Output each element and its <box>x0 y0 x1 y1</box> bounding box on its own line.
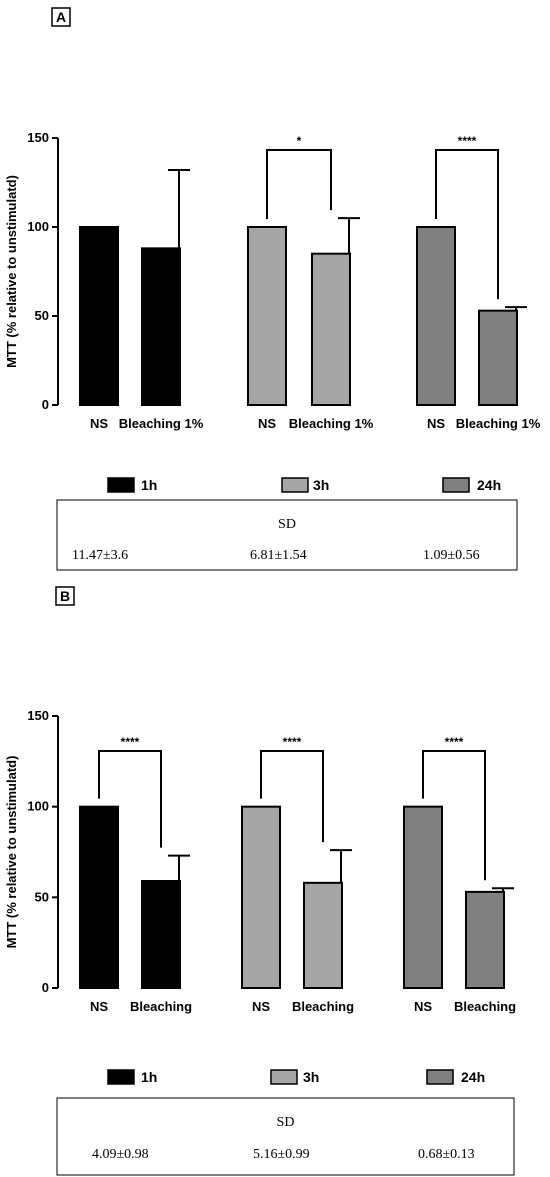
panel-a-x-tick-label: NS <box>90 416 108 431</box>
panel-b-sd-value: 5.16±0.99 <box>253 1147 310 1162</box>
panel-a-significance-bracket <box>266 149 332 219</box>
panel-a-label-box <box>51 7 71 27</box>
panel-a-bar-1h-bleaching <box>141 247 181 406</box>
panel-b-y-tick-label: 100 <box>27 799 49 814</box>
panel-a-label: A <box>56 9 66 25</box>
panel-a-legend-label: 1h <box>141 477 157 493</box>
panel-a-y-axis-label: MTT (% relative to unstimulatd) <box>4 175 19 368</box>
panel-a-x-tick-label: Bleaching 1% <box>119 416 204 431</box>
panel-a-sd-table <box>56 499 518 571</box>
panel-a-sd-value: 6.81±1.54 <box>250 548 307 563</box>
panel-b-significance-bracket <box>422 750 486 881</box>
panel-a-significance-label: * <box>297 134 302 148</box>
panel-b-y-tick-label: 150 <box>27 708 49 723</box>
panel-a-x-tick-label: Bleaching 1% <box>289 416 374 431</box>
panel-b-y-tick-label: 50 <box>35 889 49 904</box>
panel-b-bar-1h-bleaching <box>141 880 181 989</box>
panel-a-bar-24h-ns <box>416 226 456 406</box>
panel-b-x-tick-label: NS <box>414 999 432 1014</box>
panel-b-bar-3h-bleaching <box>303 881 343 989</box>
panel-b-label-box <box>55 586 75 606</box>
panel-a-legend-label: 3h <box>313 477 329 493</box>
panel-a-legend-swatch-24h <box>442 477 470 493</box>
panel-b-x-tick-label: Bleaching <box>454 999 516 1014</box>
panel-b-sd-title: SD <box>277 1115 295 1130</box>
panel-a-x-tick-label: Bleaching 1% <box>456 416 541 431</box>
panel-b-sd-value: 0.68±0.13 <box>418 1147 475 1162</box>
panel-a-bar-3h-ns <box>247 226 287 406</box>
panel-a-y-tick-label: 50 <box>35 308 49 323</box>
panel-a-significance-bracket <box>435 149 499 300</box>
panel-b-legend-swatch-3h <box>270 1069 298 1085</box>
panel-b-legend-swatch-24h <box>426 1069 454 1085</box>
panel-a-legend-label: 24h <box>477 477 501 493</box>
panel-b-legend-swatch-1h <box>107 1069 135 1085</box>
panel-a-bar-1h-ns <box>79 226 119 406</box>
panel-a-legend-swatch-3h <box>281 477 309 493</box>
panel-b-legend-label: 24h <box>461 1069 485 1085</box>
panel-a-x-tick-label: NS <box>258 416 276 431</box>
panel-b-bar-1h-ns <box>79 805 119 990</box>
panel-a-y-tick-label: 150 <box>27 130 49 145</box>
panel-a-sd-value: 11.47±3.6 <box>72 548 128 563</box>
panel-b-y-tick-label: 0 <box>42 980 49 995</box>
panel-b-bar-24h-bleaching <box>465 890 505 989</box>
panel-b-label: B <box>60 588 70 604</box>
panel-a-sd-value: 1.09±0.56 <box>423 548 480 563</box>
panel-b-bar-3h-ns <box>241 805 281 990</box>
panel-a-y-tick-label: 0 <box>42 397 49 412</box>
panel-b-significance-label: **** <box>283 735 302 749</box>
panel-b-legend-label: 1h <box>141 1069 157 1085</box>
panel-b-significance-label: **** <box>445 735 464 749</box>
panel-a-significance-label: **** <box>458 134 477 148</box>
panel-a-bar-24h-bleaching <box>478 309 518 406</box>
panel-a-legend-swatch-1h <box>107 477 135 493</box>
panel-b-significance-bracket <box>260 750 324 843</box>
panel-b-bar-24h-ns <box>403 805 443 990</box>
panel-b-y-axis-label: MTT (% relative to unstimulatd) <box>4 756 19 949</box>
panel-a-bar-3h-bleaching <box>311 252 351 406</box>
panel-a-sd-title: SD <box>278 517 296 532</box>
panel-b-significance-bracket <box>98 750 162 848</box>
panel-b-sd-value: 4.09±0.98 <box>92 1147 149 1162</box>
panel-b-x-tick-label: NS <box>252 999 270 1014</box>
panel-b-legend-label: 3h <box>303 1069 319 1085</box>
panel-a-y-tick-label: 100 <box>27 219 49 234</box>
panel-b-x-tick-label: Bleaching <box>130 999 192 1014</box>
panel-b-x-tick-label: Bleaching <box>292 999 354 1014</box>
panel-a-x-tick-label: NS <box>427 416 445 431</box>
panel-b-x-tick-label: NS <box>90 999 108 1014</box>
panel-b-sd-table <box>56 1097 515 1176</box>
panel-b-significance-label: **** <box>121 735 140 749</box>
